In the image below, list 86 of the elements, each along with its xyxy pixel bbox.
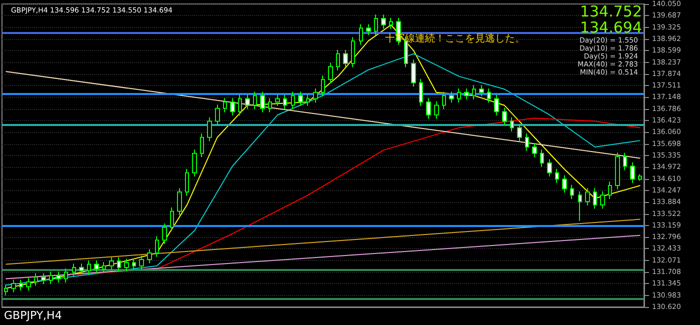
candlestick: [223, 98, 227, 113]
annotation: 134.694: [580, 18, 642, 36]
candlestick: [419, 78, 423, 106]
candlestick: [200, 132, 204, 158]
candlestick: [298, 91, 303, 106]
candlestick: [479, 84, 484, 97]
candlestick: [608, 181, 612, 200]
candlestick: [426, 98, 431, 120]
candlestick: [185, 168, 189, 196]
candlestick: [72, 263, 76, 277]
candlestick: [306, 94, 310, 106]
candlestick: [230, 98, 235, 116]
candlestick: [442, 91, 446, 110]
candlestick: [102, 262, 106, 274]
candlestick: [124, 258, 129, 272]
candlestick: [4, 284, 8, 296]
candlestick: [366, 24, 371, 36]
candlestick: [578, 190, 582, 222]
candlestick: [207, 116, 212, 142]
candlestick: [351, 36, 355, 68]
candlestick: [155, 236, 159, 258]
candlestick: [615, 152, 620, 190]
candlestick: [19, 279, 23, 292]
candlestick: [147, 248, 152, 264]
candlestick: [389, 17, 393, 30]
candlestick: [434, 100, 439, 120]
candlestick: [245, 94, 250, 110]
candlestick: [79, 263, 84, 276]
candlestick: [374, 14, 378, 36]
candlestick: [313, 88, 318, 104]
candlestick: [328, 62, 333, 84]
candlestick: [215, 104, 220, 126]
candlestick: [464, 88, 469, 100]
candlestick: [192, 149, 197, 178]
candlestick: [487, 88, 491, 104]
candlestick: [117, 256, 121, 272]
annotation: 134.752: [580, 2, 642, 20]
candlestick: [64, 268, 68, 284]
candlestick: [56, 271, 61, 284]
candlestick: [517, 123, 522, 142]
candlestick: [49, 271, 53, 285]
candlestick: [585, 188, 590, 206]
candlestick: [540, 149, 544, 168]
candlestick: [555, 168, 559, 184]
candlestick: [253, 91, 257, 110]
candlestick: [623, 152, 627, 171]
candlestick: [600, 190, 605, 210]
candlestick: [260, 91, 265, 113]
candlestick: [525, 132, 529, 152]
candlestick: [132, 258, 136, 270]
candlestick: [139, 255, 144, 270]
candlestick: [457, 88, 461, 104]
candlestick: [268, 98, 272, 113]
candlestick: [238, 94, 242, 116]
candlestick: [510, 116, 514, 132]
candlestick: [34, 272, 38, 286]
candlestick: [359, 24, 363, 46]
candlestick: [336, 49, 340, 72]
candlestick: [502, 107, 507, 126]
candlestick: [532, 142, 537, 158]
candlestick: [547, 158, 552, 178]
candlestick: [26, 278, 31, 292]
candlestick: [291, 91, 295, 110]
candlestick: [343, 49, 348, 68]
candlestick: [494, 94, 499, 116]
candlestick: [638, 174, 642, 182]
candlestick: [109, 256, 114, 270]
candlestick: [94, 260, 99, 274]
candlestick: [321, 75, 325, 97]
candlestick: [593, 188, 597, 210]
candlestick: [11, 279, 16, 293]
candlestick: [41, 272, 46, 285]
candlestick: [170, 206, 174, 232]
candlestick: [162, 222, 167, 245]
candlestick: [411, 59, 416, 88]
candlestick: [449, 91, 454, 104]
candlestick: [283, 94, 287, 110]
text: GBPJPY,H4: [4, 309, 62, 322]
candlestick: [87, 260, 91, 276]
candlestick: [177, 188, 182, 216]
candlestick: [562, 174, 567, 194]
candlestick: [381, 14, 386, 30]
candlestick: [275, 94, 280, 106]
candlestick: [630, 162, 635, 184]
candlestick: [570, 184, 574, 200]
candlestick: [472, 84, 476, 100]
